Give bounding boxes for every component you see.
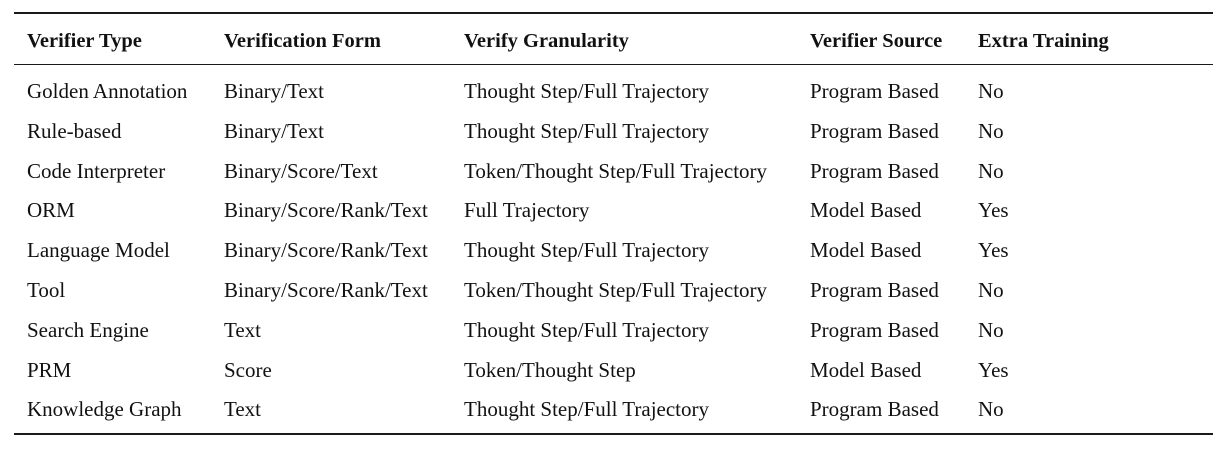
cell-verify-granularity: Token/Thought Step/Full Trajectory <box>464 277 768 302</box>
table-row: Tool Binary/Score/Rank/Text Token/Though… <box>14 271 1213 311</box>
cell-extra-training: No <box>978 397 1004 422</box>
cell-verify-granularity: Thought Step/Full Trajectory <box>464 79 710 103</box>
table-row: Golden Annotation Binary/Text Thought St… <box>14 72 1213 112</box>
table-header-row: Verifier Type Verification Form Verify G… <box>14 14 1213 64</box>
header-verifier-source: Verifier Source <box>810 30 943 52</box>
cell-verifier-source: Program Based <box>810 317 939 342</box>
cell-verifier-type: Code Interpreter <box>27 158 166 183</box>
cell-extra-training: No <box>978 118 1004 143</box>
cell-verification-form: Binary/Score/Text <box>224 158 378 183</box>
top-rule <box>14 12 1213 14</box>
cell-verifier-source: Model Based <box>810 238 922 263</box>
table-row: ORM Binary/Score/Rank/Text Full Trajecto… <box>14 191 1213 231</box>
cell-extra-training: Yes <box>978 238 1009 263</box>
cell-verify-granularity: Thought Step/Full Trajectory <box>464 238 710 263</box>
header-rule <box>14 64 1213 65</box>
header-verifier-type: Verifier Type <box>27 30 142 52</box>
cell-verifier-source: Program Based <box>810 158 939 183</box>
verifier-table: Verifier Type Verification Form Verify G… <box>14 12 1213 436</box>
cell-extra-training: Yes <box>978 357 1009 382</box>
header-verify-granularity: Verify Granularity <box>464 30 629 52</box>
cell-extra-training: Yes <box>978 198 1009 223</box>
cell-verifier-type: PRM <box>27 357 72 382</box>
cell-verifier-type: Language Model <box>27 238 170 263</box>
cell-verification-form: Binary/Score/Rank/Text <box>224 277 428 302</box>
cell-verify-granularity: Thought Step/Full Trajectory <box>464 118 710 143</box>
cell-extra-training: No <box>978 317 1004 342</box>
cell-verifier-source: Model Based <box>810 357 922 382</box>
cell-verifier-type: ORM <box>27 198 75 223</box>
cell-verifier-source: Model Based <box>810 198 922 223</box>
cell-extra-training: No <box>978 158 1004 183</box>
cell-extra-training: No <box>978 277 1004 302</box>
cell-verifier-type: Golden Annotation <box>27 79 188 103</box>
table-row: Language Model Binary/Score/Rank/Text Th… <box>14 231 1213 271</box>
cell-verify-granularity: Token/Thought Step/Full Trajectory <box>464 158 768 183</box>
table-body: Golden Annotation Binary/Text Thought St… <box>14 65 1213 433</box>
cell-verifier-type: Rule-based <box>27 118 122 143</box>
table-row: PRM Score Token/Thought Step Model Based… <box>14 351 1213 391</box>
cell-verification-form: Score <box>224 357 272 382</box>
table-row: Knowledge Graph Text Thought Step/Full T… <box>14 390 1213 430</box>
table-row: Rule-based Binary/Text Thought Step/Full… <box>14 112 1213 152</box>
cell-verify-granularity: Token/Thought Step <box>464 357 636 382</box>
cell-verifier-type: Tool <box>27 277 66 302</box>
cell-verifier-type: Knowledge Graph <box>27 397 182 422</box>
header-extra-training: Extra Training <box>978 30 1109 52</box>
table-row: Code Interpreter Binary/Score/Text Token… <box>14 152 1213 192</box>
cell-verification-form: Binary/Score/Rank/Text <box>224 198 428 223</box>
header-verification-form: Verification Form <box>224 30 381 52</box>
cell-extra-training: No <box>978 79 1004 103</box>
cell-verifier-source: Program Based <box>810 277 939 302</box>
cell-verification-form: Text <box>224 397 262 422</box>
cell-verifier-source: Program Based <box>810 118 939 143</box>
cell-verification-form: Binary/Text <box>224 118 325 143</box>
cell-verifier-source: Program Based <box>810 79 939 103</box>
cell-verify-granularity: Thought Step/Full Trajectory <box>464 317 710 342</box>
cell-verifier-type: Search Engine <box>27 317 149 342</box>
cell-verification-form: Text <box>224 317 262 342</box>
table-row: Search Engine Text Thought Step/Full Tra… <box>14 311 1213 351</box>
cell-verify-granularity: Full Trajectory <box>464 198 590 223</box>
cell-verify-granularity: Thought Step/Full Trajectory <box>464 397 710 422</box>
bottom-rule <box>14 433 1213 436</box>
cell-verification-form: Binary/Score/Rank/Text <box>224 238 428 263</box>
cell-verifier-source: Program Based <box>810 397 939 422</box>
cell-verification-form: Binary/Text <box>224 79 325 103</box>
